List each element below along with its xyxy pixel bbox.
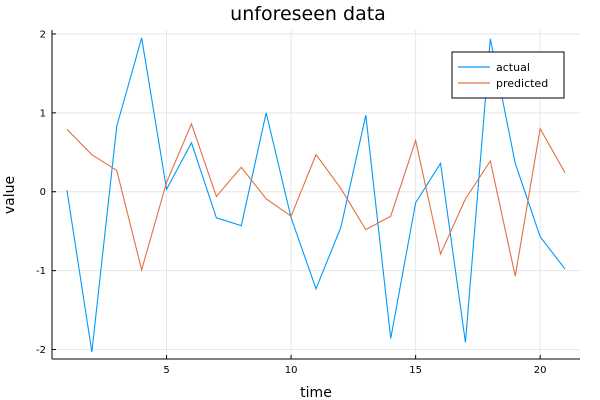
x-tick-label-10: 10	[285, 365, 298, 376]
y-tick-label--1: -1	[36, 266, 46, 277]
x-axis-label: time	[300, 385, 332, 400]
y-tick-label-0: 0	[40, 187, 46, 198]
tick-labels: 5 10 15 20 -2 -1 0 1 2	[36, 29, 547, 376]
x-tick-label-20: 20	[534, 365, 547, 376]
axes	[51, 30, 580, 360]
series-line-predicted	[66, 122, 566, 277]
legend-label-actual: actual	[496, 61, 530, 74]
grid	[52, 30, 580, 359]
legend-label-predicted: predicted	[496, 77, 548, 90]
legend: actual predicted	[451, 51, 565, 99]
y-axis-label: value	[2, 176, 18, 214]
series-line-actual	[66, 37, 566, 352]
legend-box	[451, 51, 565, 99]
chart-title: unforeseen data	[230, 3, 386, 25]
series	[66, 37, 566, 352]
x-tick-label-15: 15	[409, 365, 422, 376]
x-tick-label-5: 5	[163, 365, 169, 376]
y-tick-label-1: 1	[40, 108, 46, 119]
y-tick-label--2: -2	[36, 345, 46, 356]
y-tick-label-2: 2	[40, 29, 46, 40]
